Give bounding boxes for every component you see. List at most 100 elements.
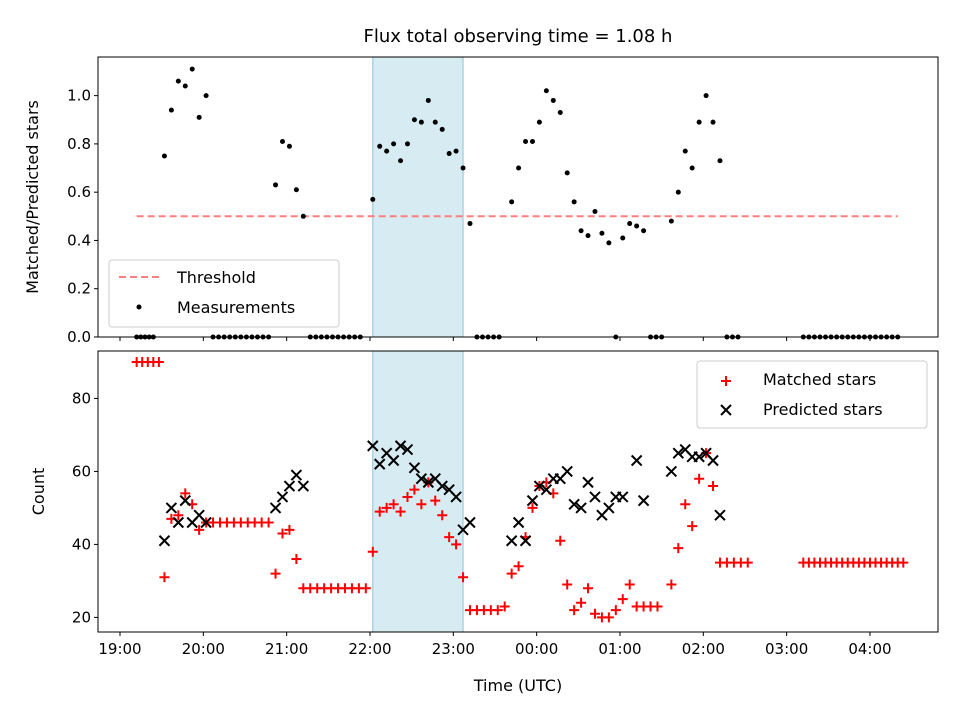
predicted-point [401,443,414,456]
data-point [203,93,209,99]
data-point [300,213,306,219]
highlight-span [372,56,464,338]
predicted-point [408,462,421,474]
predicted-point [158,535,171,547]
predicted-point [269,502,282,514]
predicted-point [276,491,289,503]
predicted-point [617,491,629,503]
data-point [370,196,376,202]
predicted-point [374,458,386,470]
x-tick-label: 04:00 [848,640,891,658]
matched-point [742,557,753,568]
data-point [286,143,292,149]
data-point [703,93,709,99]
predicted-point [582,476,594,489]
data-point [516,165,522,171]
matched-point [898,557,909,568]
y-tick-label: 0.0 [67,328,91,346]
predicted-point [165,502,178,514]
predicted-point [179,494,191,507]
matched-point [673,543,684,554]
x-tick-label: 21:00 [265,640,308,658]
predicted-point [394,440,407,452]
legend-bottom: Matched stars Predicted stars [696,360,928,429]
matched-point [402,491,413,502]
x-tick-label: 20:00 [182,640,225,658]
matched-point [458,572,469,583]
x-tick-label: 03:00 [765,640,808,658]
matched-point [708,481,719,492]
matched-point [583,583,594,594]
data-point [717,158,723,164]
predicted-point [297,480,310,492]
matched-point [603,612,614,623]
predicted-point [630,454,643,467]
bottom-panel: 20 40 60 80 19:00 20:00 21:00 22:00 23:00 00:00 01… [29,350,939,695]
matched-point [194,524,205,535]
legend-box [696,360,928,429]
y-tick-label: 60 [72,462,91,480]
matched-point [451,539,462,550]
matched-point [153,356,164,367]
data-point [509,199,515,205]
data-point [377,143,383,149]
data-point [404,141,410,147]
data-point [641,228,647,234]
matched-point [617,594,628,605]
y-tick-label: 40 [72,535,91,553]
x-tick-label: 19:00 [98,640,141,658]
predicted-point [200,516,212,529]
legend-top: Threshold Measurements [108,259,340,328]
data-point [439,126,445,132]
chart-title: Flux total observing time = 1.08 h [364,26,673,47]
data-point [460,165,466,171]
data-point [682,148,688,154]
data-point [585,233,591,239]
data-point [710,119,716,125]
matched-point [589,608,600,619]
matched-point [430,495,441,506]
data-point [550,97,556,103]
matched-point [277,528,288,539]
data-point [391,141,397,147]
matched-point [687,521,698,532]
data-point [446,151,452,157]
y-tick-label: 80 [72,389,91,407]
legend-box [108,259,340,328]
predicted-point [283,480,296,492]
data-point [536,119,542,125]
data-point [696,119,702,125]
matched-point [624,579,635,590]
legend-measurements-label: Measurements [177,298,295,317]
predicted-point [672,447,685,459]
predicted-point [568,498,580,510]
predicted-point [436,480,448,492]
data-point [384,148,390,154]
predicted-point [367,440,379,452]
y-tick-label: 0.4 [67,231,91,249]
predicted-point [540,483,553,496]
data-point [523,138,529,144]
data-point [411,117,417,123]
data-point [279,138,285,144]
matched-point [492,605,503,616]
predicted-point [575,502,587,514]
data-point [453,148,459,154]
predicted-point [387,454,400,467]
data-point [161,153,167,159]
y-tick-label: 0.8 [67,135,91,153]
data-point [293,187,299,193]
y-tick-label: 0.6 [67,183,91,201]
predicted-point [505,535,518,547]
data-point [398,158,404,164]
data-point [627,221,633,227]
data-point [571,199,577,205]
legend-measurements-swatch [136,304,142,310]
matched-point [395,506,406,517]
legend-predicted-swatch [720,404,732,416]
matched-point [562,579,573,590]
data-point [668,218,674,224]
predicted-point [693,451,705,463]
x-tick-label: 02:00 [682,640,725,658]
legend-matched-swatch [721,376,731,386]
